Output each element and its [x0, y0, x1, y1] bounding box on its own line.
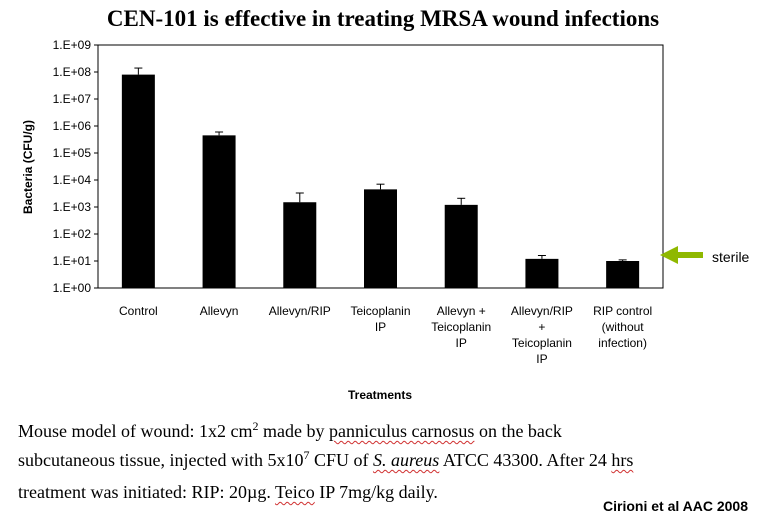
sterile-arrow-icon [660, 246, 703, 264]
category-label: infection) [598, 336, 647, 350]
y-tick-label: 1.E+06 [53, 119, 92, 133]
arrow-shaft [676, 252, 703, 258]
y-axis-ticks: 1.E+00 1.E+01 1.E+02 1.E+03 1.E+04 1.E+05 1.E+… [53, 38, 98, 295]
error-bars [134, 67, 627, 261]
citation: Cirioni et al AAC 2008 [603, 498, 748, 514]
caption-text: ATCC 43300. After 24 [439, 450, 612, 470]
bar [444, 204, 478, 288]
category-labels: Control Allevyn Allevyn/RIP Teicoplanin IP Al… [119, 304, 652, 366]
plot-area-frame [97, 44, 664, 289]
bar [364, 189, 397, 288]
sterile-label: sterile [712, 249, 750, 265]
category-label: Allevyn/RIP [269, 304, 331, 318]
category-label: Allevyn [200, 304, 239, 318]
category-label: Control [119, 304, 158, 318]
caption-text: CFU of [309, 450, 373, 470]
category-label: RIP control [593, 304, 652, 318]
bar-chart: 1.E+00 1.E+01 1.E+02 1.E+03 1.E+04 1.E+05 1.E+… [21, 38, 750, 402]
caption-superscript: 7 [303, 448, 310, 462]
y-axis-title: Bacteria (CFU/g) [21, 120, 35, 214]
caption-text: IP 7mg/kg daily. [314, 482, 438, 502]
caption-text: panniculus carnosus [328, 421, 475, 441]
caption-superscript: 2 [252, 419, 259, 433]
bar [525, 258, 559, 288]
y-tick-label: 1.E+00 [53, 281, 92, 295]
category-label: IP [375, 320, 386, 334]
category-label: (without [602, 320, 645, 334]
sterile-annotation: sterile [660, 246, 750, 265]
y-tick-label: 1.E+07 [53, 92, 92, 106]
bar [121, 74, 155, 288]
caption-text: subcutaneous tissue, injected with 5x10 [18, 450, 304, 470]
caption-text: Teico [275, 482, 315, 502]
bars [121, 74, 640, 288]
arrow-head [660, 246, 678, 264]
y-tick-label: 1.E+09 [53, 38, 92, 52]
bar [202, 135, 236, 288]
caption-species: S. aureus [372, 450, 440, 470]
caption-text: Mouse model of wound: 1x2 cm [18, 421, 253, 441]
category-label: IP [456, 336, 467, 350]
bar [606, 261, 640, 288]
y-tick-label: 1.E+03 [53, 200, 92, 214]
x-axis-title: Treatments [348, 388, 412, 402]
caption-text: treatment was initiated: RIP: 20µg. [18, 482, 276, 502]
category-label: Allevyn + [437, 304, 486, 318]
caption: Mouse model of wound: 1x2 cm2 made by pa… [18, 414, 758, 504]
caption-text: made by [258, 421, 329, 441]
category-label: Teicoplanin [350, 304, 410, 318]
category-label: Teicoplanin [512, 336, 572, 350]
y-tick-label: 1.E+08 [53, 65, 92, 79]
y-tick-label: 1.E+02 [53, 227, 92, 241]
category-label: IP [536, 352, 547, 366]
y-tick-label: 1.E+01 [53, 254, 92, 268]
category-label: + [538, 320, 545, 334]
caption-text: on the back [474, 421, 562, 441]
page-title: CEN-101 is effective in treating MRSA wo… [106, 6, 660, 31]
category-label: Teicoplanin [431, 320, 491, 334]
y-tick-label: 1.E+05 [53, 146, 92, 160]
caption-text: hrs [611, 450, 634, 470]
y-tick-label: 1.E+04 [53, 173, 92, 187]
category-label: Allevyn/RIP [511, 304, 573, 318]
bar [283, 202, 317, 288]
